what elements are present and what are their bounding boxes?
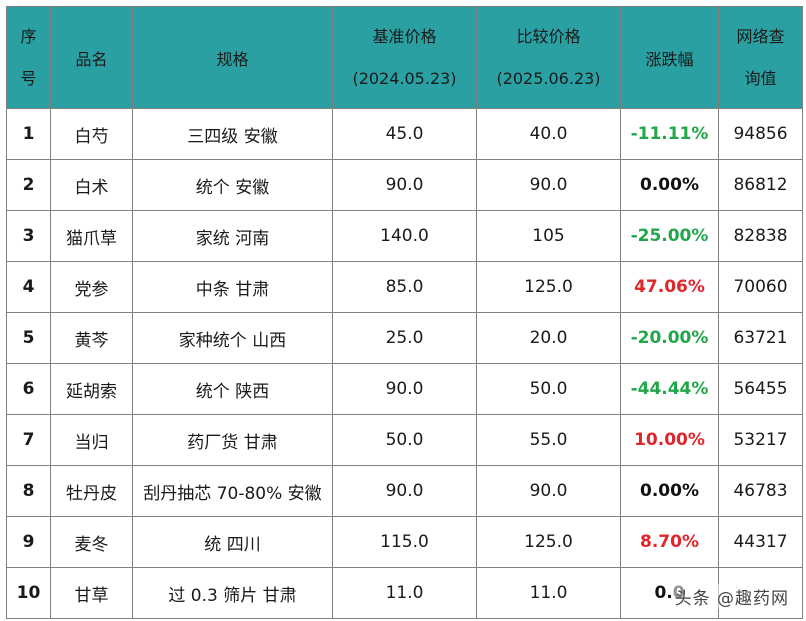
row-change: -44.44%	[620, 363, 719, 415]
row-index: 4	[6, 261, 51, 313]
header-compare-price: 比较价格 (2025.06.23)	[476, 6, 621, 109]
header-index: 序 号	[6, 6, 51, 109]
row-index: 5	[6, 312, 51, 364]
table-row: 4 党参 中条 甘肃 85.0 125.0 47.06% 70060	[6, 261, 803, 313]
row-query: 86812	[718, 159, 803, 211]
row-change: 0.00%	[620, 465, 719, 517]
row-index: 6	[6, 363, 51, 415]
row-compare-price: 125.0	[476, 261, 621, 313]
row-compare-price: 50.0	[476, 363, 621, 415]
row-query: 94856	[718, 108, 803, 160]
table-row: 6 延胡索 统个 陕西 90.0 50.0 -44.44% 56455	[6, 363, 803, 415]
row-query: 44317	[718, 516, 803, 568]
row-base-price: 85.0	[332, 261, 477, 313]
row-spec: 统 四川	[132, 516, 333, 568]
row-spec: 过 0.3 筛片 甘肃	[132, 567, 333, 619]
watermark: 头条 @趣药网	[671, 584, 792, 609]
row-name: 黄芩	[50, 312, 133, 364]
price-table: 序 号 品名 规格 基准价格 (2024.05.23) 比较价格 (2025.0…	[6, 6, 803, 619]
row-compare-price: 20.0	[476, 312, 621, 364]
row-index: 7	[6, 414, 51, 466]
row-name: 延胡索	[50, 363, 133, 415]
row-compare-price: 40.0	[476, 108, 621, 160]
header-spec: 规格	[132, 6, 333, 109]
row-change: 8.70%	[620, 516, 719, 568]
row-index: 1	[6, 108, 51, 160]
row-change: -20.00%	[620, 312, 719, 364]
row-compare-price: 55.0	[476, 414, 621, 466]
row-change: 47.06%	[620, 261, 719, 313]
row-name: 麦冬	[50, 516, 133, 568]
row-query: 46783	[718, 465, 803, 517]
row-base-price: 50.0	[332, 414, 477, 466]
row-base-price: 11.0	[332, 567, 477, 619]
row-change: 0.00%	[620, 159, 719, 211]
row-spec: 三四级 安徽	[132, 108, 333, 160]
row-name: 猫爪草	[50, 210, 133, 262]
row-base-price: 90.0	[332, 363, 477, 415]
header-row: 序 号 品名 规格 基准价格 (2024.05.23) 比较价格 (2025.0…	[6, 6, 803, 109]
row-compare-price: 90.0	[476, 465, 621, 517]
row-base-price: 90.0	[332, 465, 477, 517]
header-name: 品名	[50, 6, 133, 109]
row-base-price: 140.0	[332, 210, 477, 262]
row-name: 白术	[50, 159, 133, 211]
row-name: 党参	[50, 261, 133, 313]
row-index: 2	[6, 159, 51, 211]
row-name: 白芍	[50, 108, 133, 160]
row-index: 9	[6, 516, 51, 568]
row-index: 3	[6, 210, 51, 262]
row-compare-price: 125.0	[476, 516, 621, 568]
row-spec: 药厂货 甘肃	[132, 414, 333, 466]
header-query: 网络查 询值	[718, 6, 803, 109]
row-spec: 中条 甘肃	[132, 261, 333, 313]
row-spec: 统个 安徽	[132, 159, 333, 211]
table-row: 8 牡丹皮 刮丹抽芯 70-80% 安徽 90.0 90.0 0.00% 46783	[6, 465, 803, 517]
row-name: 牡丹皮	[50, 465, 133, 517]
row-spec: 统个 陕西	[132, 363, 333, 415]
table-row: 1 白芍 三四级 安徽 45.0 40.0 -11.11% 94856	[6, 108, 803, 160]
row-query: 70060	[718, 261, 803, 313]
row-index: 10	[6, 567, 51, 619]
row-spec: 刮丹抽芯 70-80% 安徽	[132, 465, 333, 517]
row-name: 甘草	[50, 567, 133, 619]
row-base-price: 90.0	[332, 159, 477, 211]
row-compare-price: 105	[476, 210, 621, 262]
row-spec: 家种统个 山西	[132, 312, 333, 364]
table-row: 7 当归 药厂货 甘肃 50.0 55.0 10.00% 53217	[6, 414, 803, 466]
table-row: 3 猫爪草 家统 河南 140.0 105 -25.00% 82838	[6, 210, 803, 262]
header-base-price: 基准价格 (2024.05.23)	[332, 6, 477, 109]
row-query: 53217	[718, 414, 803, 466]
row-query: 63721	[718, 312, 803, 364]
row-compare-price: 11.0	[476, 567, 621, 619]
row-query: 56455	[718, 363, 803, 415]
row-compare-price: 90.0	[476, 159, 621, 211]
row-change: -25.00%	[620, 210, 719, 262]
row-query: 82838	[718, 210, 803, 262]
row-base-price: 45.0	[332, 108, 477, 160]
row-change: -11.11%	[620, 108, 719, 160]
row-base-price: 25.0	[332, 312, 477, 364]
table-row: 5 黄芩 家种统个 山西 25.0 20.0 -20.00% 63721	[6, 312, 803, 364]
row-index: 8	[6, 465, 51, 517]
header-change: 涨跌幅	[620, 6, 719, 109]
row-name: 当归	[50, 414, 133, 466]
row-spec: 家统 河南	[132, 210, 333, 262]
row-change: 10.00%	[620, 414, 719, 466]
table-row: 2 白术 统个 安徽 90.0 90.0 0.00% 86812	[6, 159, 803, 211]
row-base-price: 115.0	[332, 516, 477, 568]
table-row: 9 麦冬统 四川 115.0 125.0 8.70% 44317	[6, 516, 803, 568]
